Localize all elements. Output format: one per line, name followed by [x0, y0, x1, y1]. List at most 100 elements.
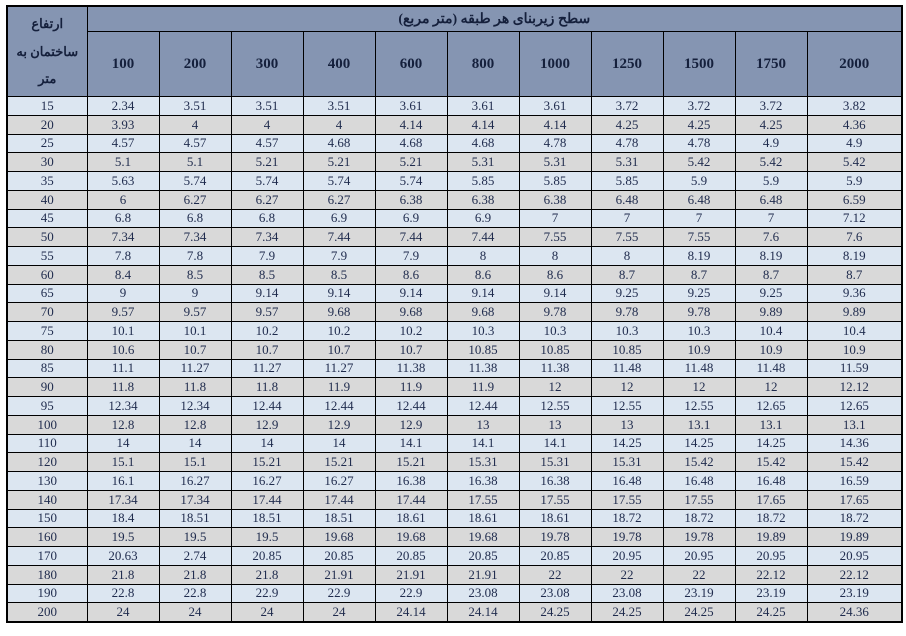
value-cell: 9.57 [158, 302, 232, 322]
value-cell: 12.8 [158, 414, 232, 435]
value-cell: 10.7 [302, 339, 376, 360]
value-cell: 4.14 [446, 114, 520, 135]
value-cell: 18.51 [158, 508, 232, 529]
value-cell: 17.44 [374, 489, 448, 510]
value-cell: 11.38 [518, 358, 592, 379]
value-cell: 19.68 [374, 527, 448, 547]
value-cell: 12 [734, 377, 808, 397]
value-cell: 24.14 [446, 602, 520, 622]
value-cell: 3.61 [518, 96, 592, 116]
value-cell: 6.9 [446, 208, 520, 229]
value-cell: 11.48 [590, 358, 664, 379]
value-cell: 5.74 [374, 171, 448, 191]
value-cell: 4.14 [374, 114, 448, 135]
area-column-header: 300 [230, 31, 304, 97]
value-cell: 10.9 [734, 339, 808, 360]
table-row: 100 12.8 12.8 12.9 12.9 12.9 13 13 13 13.1 13.1 13.… [6, 414, 903, 435]
value-cell: 9.14 [230, 283, 304, 304]
value-cell: 16.27 [302, 471, 376, 491]
value-cell: 17.65 [806, 489, 903, 510]
value-cell: 22 [662, 564, 736, 585]
value-cell: 23.08 [446, 583, 520, 604]
value-cell: 21.91 [302, 564, 376, 585]
area-column-header: 600 [374, 31, 448, 97]
value-cell: 3.51 [230, 96, 304, 116]
value-cell: 15.21 [374, 452, 448, 472]
value-cell: 8.19 [806, 246, 903, 266]
value-cell: 7.55 [518, 227, 592, 247]
value-cell: 11.27 [158, 358, 232, 379]
value-cell: 3.93 [86, 114, 160, 135]
table-row: 60 8.4 8.5 8.5 8.5 8.6 8.6 8.6 8.7 8.7 8.7 8.7 [6, 264, 903, 285]
value-cell: 11.59 [806, 358, 903, 379]
value-cell: 12.44 [374, 396, 448, 416]
value-cell: 7.9 [374, 246, 448, 266]
value-cell: 7.6 [806, 227, 903, 247]
table-row: 35 5.63 5.74 5.74 5.74 5.74 5.85 5.85 5.85 5.9 5.9… [6, 171, 903, 191]
value-cell: 6.27 [158, 189, 232, 210]
value-cell: 16.38 [518, 471, 592, 491]
value-cell: 20.95 [734, 546, 808, 566]
height-cell: 50 [6, 227, 88, 247]
value-cell: 3.72 [734, 96, 808, 116]
value-cell: 18.51 [230, 508, 304, 529]
value-cell: 4.36 [806, 114, 903, 135]
value-cell: 8.7 [734, 264, 808, 285]
table-row: 90 11.8 11.8 11.8 11.9 11.9 11.9 12 12 12 12 12.12 [6, 377, 903, 397]
table-row: 130 16.1 16.27 16.27 16.27 16.38 16.38 16.38 16.… [6, 471, 903, 491]
value-cell: 15.21 [230, 452, 304, 472]
value-cell: 23.19 [806, 583, 903, 604]
table-row: 170 20.63 2.74 20.85 20.85 20.85 20.85 20.85 20.… [6, 546, 903, 566]
value-cell: 10.4 [734, 321, 808, 341]
value-cell: 9.89 [806, 302, 903, 322]
value-cell: 18.61 [374, 508, 448, 529]
value-cell: 9.25 [590, 283, 664, 304]
table-header: ارتفاع ساختمان به متر سطح زیربنای هر طبق… [6, 5, 903, 97]
height-cell: 85 [6, 358, 88, 379]
value-cell: 19.89 [734, 527, 808, 547]
value-cell: 16.48 [734, 471, 808, 491]
value-cell: 4.68 [446, 133, 520, 154]
value-cell: 24.25 [590, 602, 664, 622]
value-cell: 10.3 [590, 321, 664, 341]
value-cell: 18.72 [590, 508, 664, 529]
value-cell: 9 [158, 283, 232, 304]
value-cell: 12.55 [590, 396, 664, 416]
value-cell: 19.78 [662, 527, 736, 547]
value-cell: 16.38 [374, 471, 448, 491]
value-cell: 8.19 [734, 246, 808, 266]
value-cell: 6.27 [230, 189, 304, 210]
value-cell: 15.42 [734, 452, 808, 472]
value-cell: 4.25 [662, 114, 736, 135]
value-cell: 7 [662, 208, 736, 229]
value-cell: 11.27 [230, 358, 304, 379]
value-cell: 21.91 [374, 564, 448, 585]
value-cell: 13.1 [734, 414, 808, 435]
value-cell: 5.21 [230, 152, 304, 172]
value-cell: 9.36 [806, 283, 903, 304]
value-cell: 9.68 [302, 302, 376, 322]
value-cell: 4.25 [734, 114, 808, 135]
value-cell: 15.31 [446, 452, 520, 472]
value-cell: 11.8 [86, 377, 160, 397]
value-cell: 9 [86, 283, 160, 304]
value-cell: 20.85 [518, 546, 592, 566]
value-cell: 12.34 [158, 396, 232, 416]
value-cell: 3.82 [806, 96, 903, 116]
value-cell: 14.1 [374, 433, 448, 454]
value-cell: 5.85 [518, 171, 592, 191]
value-cell: 15.31 [518, 452, 592, 472]
value-cell: 21.8 [230, 564, 304, 585]
table-row: 190 22.8 22.8 22.9 22.9 22.9 23.08 23.08 23.08 23… [6, 583, 903, 604]
value-cell: 15.42 [662, 452, 736, 472]
value-cell: 23.08 [590, 583, 664, 604]
value-cell: 6.9 [374, 208, 448, 229]
value-cell: 3.51 [302, 96, 376, 116]
value-cell: 7.8 [86, 246, 160, 266]
table-title: سطح زیربنای هر طبقه (متر مربع) [86, 5, 903, 32]
value-cell: 11.8 [158, 377, 232, 397]
value-cell: 5.74 [230, 171, 304, 191]
value-cell: 7.34 [86, 227, 160, 247]
value-cell: 10.9 [662, 339, 736, 360]
table-row: 120 15.1 15.1 15.21 15.21 15.21 15.31 15.31 15.3… [6, 452, 903, 472]
